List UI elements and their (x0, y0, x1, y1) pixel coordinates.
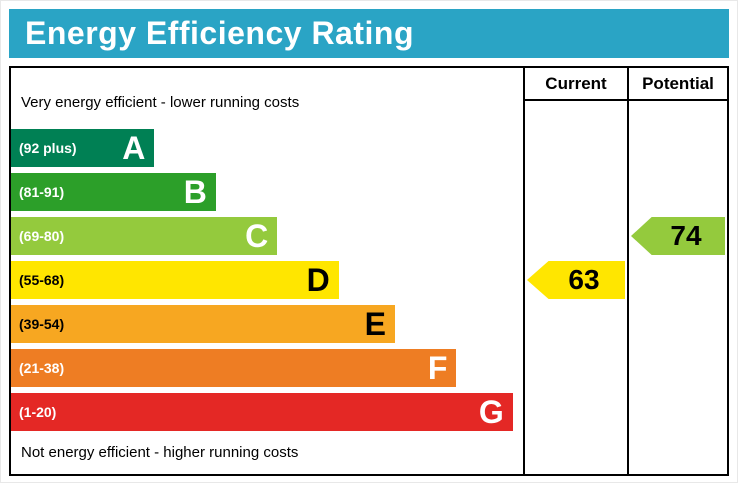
current-header: Current (525, 68, 627, 101)
band-letter-f: F (427, 350, 448, 386)
band-bar-d: (55-68) D (11, 261, 339, 299)
band-row-a: (92 plus) A (11, 126, 523, 170)
current-rating-value: 63 (568, 264, 600, 295)
band-row-d: (55-68) D (11, 258, 523, 302)
bottom-note: Not energy efficient - higher running co… (21, 444, 299, 461)
band-row-f: (21-38) F (11, 346, 523, 390)
title-bar: Energy Efficiency Rating (9, 9, 729, 58)
band-bar-e: (39-54) E (11, 305, 395, 343)
band-bar-g: (1-20) G (11, 393, 513, 431)
band-row-c: (69-80) C (11, 214, 523, 258)
potential-rating-value: 74 (670, 220, 702, 251)
band-bar-b: (81-91) B (11, 173, 216, 211)
band-row-g: (1-20) G (11, 390, 523, 434)
current-column: Current 63 (523, 68, 627, 474)
top-note: Very energy efficient - lower running co… (21, 94, 300, 111)
band-range-g: (1-20) (19, 404, 57, 420)
band-bar-c: (69-80) C (11, 217, 278, 255)
band-range-f: (21-38) (19, 360, 65, 376)
band-letter-g: G (478, 394, 504, 430)
band-range-d: (55-68) (19, 272, 65, 288)
band-range-c: (69-80) (19, 228, 65, 244)
band-letter-d: D (306, 262, 330, 298)
band-bar-f: (21-38) F (11, 349, 457, 387)
page-title: Energy Efficiency Rating (25, 15, 414, 51)
band-range-a: (92 plus) (19, 140, 77, 156)
band-bar-a: (92 plus) A (11, 129, 155, 167)
band-row-e: (39-54) E (11, 302, 523, 346)
band-letter-a: A (122, 130, 146, 166)
bands-container: (92 plus) A (81-91) B (69-80) C (11, 126, 523, 434)
band-letter-e: E (364, 306, 386, 342)
bands-column: Very energy efficient - lower running co… (11, 68, 523, 474)
band-row-b: (81-91) B (11, 170, 523, 214)
current-rating-arrow: 63 (527, 261, 625, 299)
band-range-b: (81-91) (19, 184, 65, 200)
potential-header: Potential (629, 68, 727, 101)
chart-box: Very energy efficient - lower running co… (9, 66, 729, 476)
band-range-e: (39-54) (19, 316, 65, 332)
potential-column: Potential 74 (627, 68, 727, 474)
band-letter-b: B (183, 174, 207, 210)
potential-rating-arrow: 74 (631, 217, 725, 255)
band-letter-c: C (245, 218, 269, 254)
